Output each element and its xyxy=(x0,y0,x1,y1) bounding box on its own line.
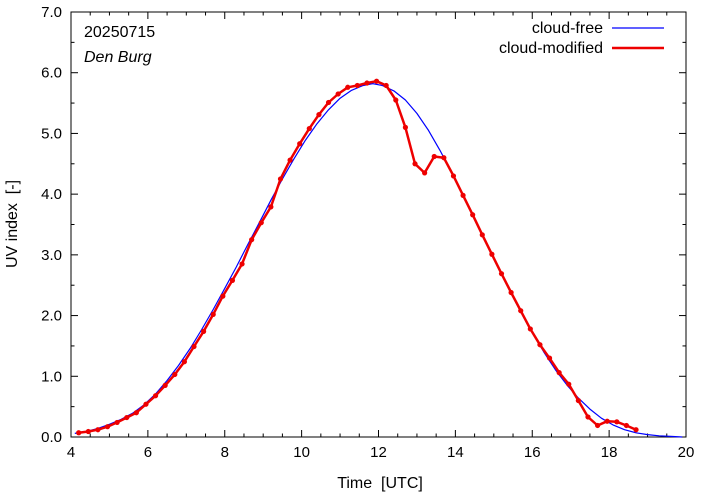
data-point-cloud-modified xyxy=(422,170,428,176)
y-tick-label: 4.0 xyxy=(41,186,62,203)
data-point-cloud-modified xyxy=(393,97,399,103)
legend-label-cloud-modified: cloud-modified xyxy=(499,40,603,57)
data-point-cloud-modified xyxy=(364,80,370,86)
data-point-cloud-modified xyxy=(172,371,178,378)
data-point-cloud-modified xyxy=(441,155,447,161)
data-point-cloud-modified xyxy=(566,381,572,387)
data-point-cloud-modified xyxy=(181,359,187,365)
data-point-cloud-modified xyxy=(470,212,476,218)
data-point-cloud-modified xyxy=(133,410,139,416)
data-point-cloud-modified xyxy=(345,84,351,90)
data-point-cloud-modified xyxy=(623,422,630,429)
data-point-cloud-modified xyxy=(575,397,581,404)
data-point-cloud-modified xyxy=(546,355,553,361)
data-point-cloud-modified xyxy=(104,424,111,430)
plot-frame xyxy=(70,11,687,438)
data-point-cloud-modified xyxy=(229,277,236,283)
data-point-cloud-modified xyxy=(556,370,562,376)
data-point-cloud-modified xyxy=(316,112,322,118)
data-point-cloud-modified xyxy=(162,382,168,388)
data-point-cloud-modified xyxy=(354,82,360,89)
x-axis-title: Time [UTC] xyxy=(337,475,423,492)
data-point-cloud-modified xyxy=(383,82,389,89)
x-tick-label: 18 xyxy=(601,444,618,461)
data-point-cloud-modified xyxy=(431,153,437,160)
x-tick-label: 4 xyxy=(67,444,75,461)
data-point-cloud-modified xyxy=(114,419,120,426)
data-point-cloud-modified xyxy=(143,401,149,407)
data-point-cloud-modified xyxy=(268,204,274,210)
x-tick-label: 12 xyxy=(370,444,387,461)
data-point-cloud-modified xyxy=(373,78,380,84)
data-point-cloud-modified xyxy=(191,343,197,350)
y-tick-label: 5.0 xyxy=(41,125,62,142)
data-point-cloud-modified xyxy=(95,427,101,433)
legend-label-cloud-free: cloud-free xyxy=(532,20,603,37)
data-point-cloud-modified xyxy=(412,161,418,167)
x-tick-label: 20 xyxy=(678,444,695,461)
data-point-cloud-modified xyxy=(537,342,543,348)
y-axis-title: UV index [-] xyxy=(4,180,21,268)
data-point-cloud-modified xyxy=(210,311,216,317)
data-point-cloud-modified xyxy=(489,251,495,257)
y-tick-label: 1.0 xyxy=(41,368,62,385)
y-tick-label: 0.0 xyxy=(41,429,62,446)
y-tick-label: 2.0 xyxy=(41,308,62,325)
legend: cloud-free cloud-modified xyxy=(499,20,664,57)
data-point-cloud-modified xyxy=(306,125,312,132)
data-point-cloud-modified xyxy=(594,422,601,429)
y-tick-label: 7.0 xyxy=(41,4,62,21)
y-tick-label: 6.0 xyxy=(41,65,62,82)
data-point-cloud-modified xyxy=(239,261,245,267)
data-point-cloud-modified xyxy=(277,176,284,182)
data-point-cloud-modified xyxy=(152,393,159,399)
data-point-cloud-modified xyxy=(585,414,591,420)
data-point-cloud-modified xyxy=(249,237,255,243)
data-point-cloud-modified xyxy=(76,430,82,436)
x-tick-label: 16 xyxy=(524,444,541,461)
axes: 4 6 8 10 12 14 16 18 20 0.0 1.0 2.0 3.0 4.0 5.0 6.0 7.0 xyxy=(41,4,694,461)
series-layer xyxy=(74,78,683,438)
data-point-cloud-modified xyxy=(633,427,639,433)
date-annotation: 20250715 xyxy=(84,24,155,41)
data-point-cloud-modified xyxy=(85,428,91,435)
x-tick-label: 10 xyxy=(293,444,310,461)
data-point-cloud-modified xyxy=(220,293,226,299)
data-point-cloud-modified xyxy=(498,271,505,277)
x-tick-label: 14 xyxy=(447,444,464,461)
x-tick-label: 8 xyxy=(221,444,229,461)
data-point-cloud-modified xyxy=(450,173,457,179)
data-point-cloud-modified xyxy=(518,308,524,314)
data-point-cloud-modified xyxy=(335,91,341,97)
data-point-cloud-modified xyxy=(614,419,620,425)
data-point-cloud-modified xyxy=(325,99,332,106)
data-point-cloud-modified xyxy=(402,124,409,130)
x-tick-label: 6 xyxy=(144,444,152,461)
data-point-cloud-modified xyxy=(297,141,303,147)
data-point-cloud-modified xyxy=(124,414,130,421)
data-point-cloud-modified xyxy=(604,418,610,424)
data-point-cloud-modified xyxy=(460,192,466,198)
data-point-cloud-modified xyxy=(258,220,264,226)
data-point-cloud-modified xyxy=(479,232,485,238)
series-line-cloud-modified xyxy=(78,79,637,435)
y-tick-label: 3.0 xyxy=(41,247,62,264)
station-annotation: Den Burg xyxy=(84,49,152,66)
data-point-cloud-modified xyxy=(287,157,293,163)
data-point-cloud-modified xyxy=(201,328,207,334)
data-point-cloud-modified xyxy=(527,326,533,332)
data-point-cloud-modified xyxy=(508,289,514,296)
